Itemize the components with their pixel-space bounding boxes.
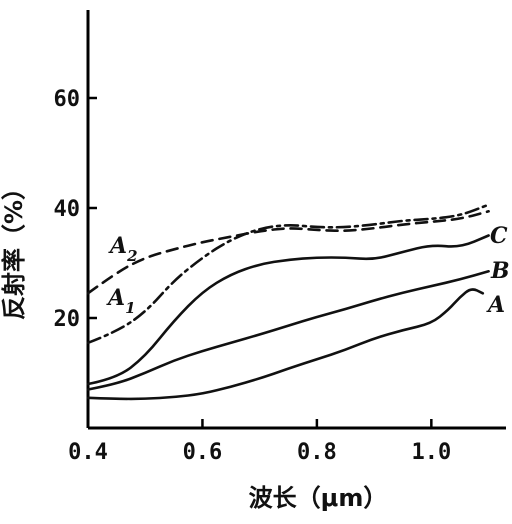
- series-label-a1: A1: [106, 285, 136, 317]
- y-tick-label: 60: [54, 87, 81, 112]
- series-label-subscript: 1: [125, 299, 135, 317]
- series-label-a: A: [486, 292, 505, 318]
- x-tick-label: 0.4: [68, 440, 108, 465]
- series-label-main: C: [490, 223, 508, 249]
- series-label-main: A: [106, 285, 125, 311]
- x-tick-label: 0.6: [183, 440, 223, 465]
- y-tick-label: 40: [54, 197, 81, 222]
- series-line-a2: [86, 210, 490, 295]
- series-line-a1: [86, 203, 490, 345]
- series-label-main: A: [108, 233, 127, 259]
- x-tick-label: 0.8: [297, 440, 337, 465]
- series-label-main: B: [490, 258, 510, 284]
- series-label-b: B: [490, 258, 510, 284]
- series-label-c: C: [490, 223, 508, 249]
- series-line-b: [86, 270, 490, 391]
- x-tick-label: 1.0: [411, 440, 451, 465]
- series-lines: [86, 203, 490, 401]
- series-line-a: [86, 288, 485, 401]
- y-tick-label: 20: [54, 307, 81, 332]
- series-label-a2: A2: [108, 233, 138, 265]
- series-label-main: A: [486, 292, 505, 318]
- series-label-subscript: 2: [126, 247, 137, 265]
- series-line-c: [86, 234, 490, 386]
- y-axis-title: 反射率（%）: [0, 176, 28, 320]
- x-axis-title: 波长（μm）: [249, 484, 388, 512]
- axes: 0.4 0.6 0.8 1.0 20 40 60: [54, 10, 506, 465]
